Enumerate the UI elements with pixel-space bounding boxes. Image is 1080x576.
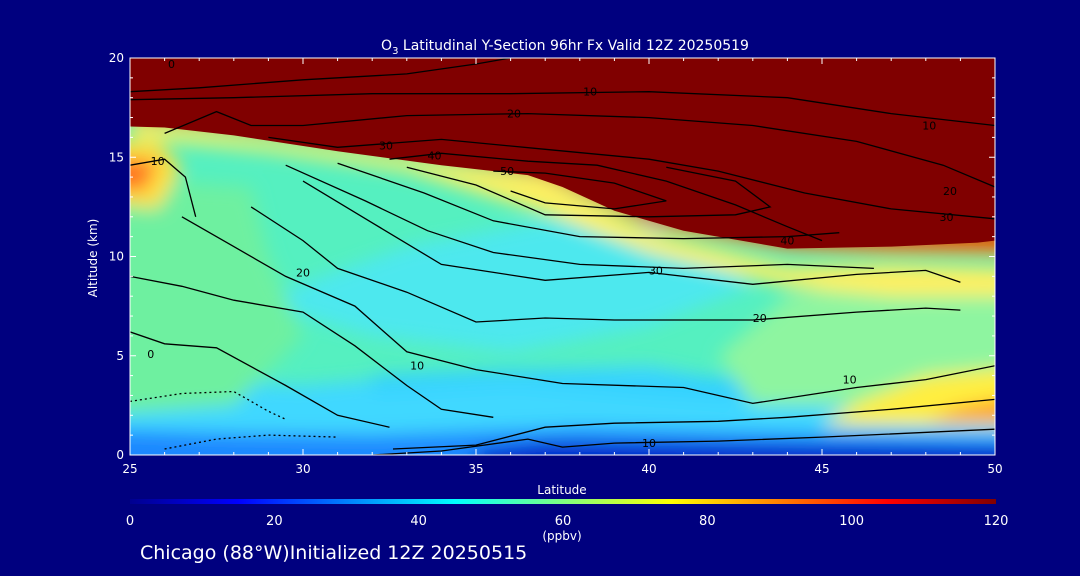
y-axis-label: Altitude (km) bbox=[86, 219, 100, 298]
contour-0-left bbox=[130, 275, 494, 418]
contour-label: 10 bbox=[642, 437, 656, 450]
contour-20-inner bbox=[285, 164, 874, 270]
contour-label: 30 bbox=[649, 264, 663, 277]
contour-label: 10 bbox=[843, 374, 857, 387]
colorbar-tick-label: 0 bbox=[126, 514, 134, 529]
contour-label: 10 bbox=[410, 360, 424, 373]
contour-40-inner bbox=[406, 166, 772, 218]
field-lowcenter-cyan bbox=[372, 369, 857, 404]
contour-label: 20 bbox=[943, 185, 957, 198]
field-left-yellow bbox=[130, 141, 182, 209]
x-tick-label: 45 bbox=[814, 462, 829, 476]
contour-10-low bbox=[392, 398, 995, 450]
field-orange-low-right bbox=[925, 401, 995, 422]
contour-label: 0 bbox=[168, 58, 175, 71]
y-tick-label: 5 bbox=[116, 349, 124, 363]
contour-label: 30 bbox=[940, 211, 954, 224]
colorbar-tick-label: 20 bbox=[266, 514, 283, 529]
field-stratospheric-ozone bbox=[130, 58, 995, 249]
contour-label: 10 bbox=[151, 155, 165, 168]
contour-label: 40 bbox=[780, 235, 794, 248]
contour-label: 20 bbox=[753, 312, 767, 325]
field-left-orange bbox=[130, 159, 158, 191]
contour-label: 10 bbox=[583, 86, 597, 99]
x-tick-label: 50 bbox=[987, 462, 1002, 476]
field-bottom-deepblue bbox=[476, 443, 995, 455]
contour-10-mid bbox=[181, 216, 995, 405]
contour-30-mid bbox=[302, 180, 961, 285]
field-yellow-band bbox=[130, 121, 995, 297]
ozone-contour-lines bbox=[130, 58, 995, 455]
contour-label: 30 bbox=[379, 139, 393, 152]
contour-dotted-surface bbox=[164, 434, 338, 450]
colorbar-tick-label: 60 bbox=[555, 514, 572, 529]
colorbar-tick-label: 100 bbox=[839, 514, 864, 529]
contour-10-left bbox=[130, 158, 197, 217]
contour-30-inner bbox=[337, 162, 840, 240]
contour-label: 20 bbox=[507, 108, 521, 121]
y-tick-label: 15 bbox=[109, 150, 124, 164]
x-axis-label: Latitude bbox=[537, 483, 586, 497]
contour-20-mid bbox=[250, 206, 961, 323]
field-mid-cyan bbox=[268, 220, 753, 352]
y-tick-label: 0 bbox=[116, 448, 124, 462]
colorbar-ticks: 0 20 40 60 80 100 120 bbox=[126, 514, 1009, 529]
footer-location-info: Chicago (88°W)Initialized 12Z 20250515 bbox=[140, 542, 528, 564]
contour-label: 10 bbox=[922, 119, 936, 132]
contour-label: 0 bbox=[147, 348, 154, 361]
colorbar-unit-label: (ppbv) bbox=[542, 529, 581, 543]
contour-30-top bbox=[268, 136, 995, 220]
x-tick-label: 35 bbox=[468, 462, 483, 476]
contour-20-top bbox=[164, 110, 995, 188]
axes: 25 30 35 40 45 50 0 5 10 15 20 bbox=[109, 51, 1003, 476]
contour-label: 20 bbox=[296, 266, 310, 279]
contour-dotted-lowleft bbox=[130, 390, 286, 420]
x-tick-label: 40 bbox=[641, 462, 656, 476]
contour-label: 50 bbox=[500, 165, 514, 178]
contour-0-mid bbox=[130, 331, 390, 428]
colorbar bbox=[130, 499, 996, 504]
contour-40-top bbox=[389, 152, 823, 242]
x-tick-label: 25 bbox=[122, 462, 137, 476]
chart-title: O3 Latitudinal Y-Section 96hr Fx Valid 1… bbox=[381, 38, 749, 57]
contour-bottom bbox=[372, 428, 995, 455]
plot-area: 0 10 20 10 30 40 50 10 20 30 40 30 20 20 0 10 10 10 bbox=[130, 58, 995, 455]
x-tick-label: 30 bbox=[295, 462, 310, 476]
colorbar-tick-label: 80 bbox=[699, 514, 716, 529]
colorbar-tick-label: 120 bbox=[984, 514, 1009, 529]
contour-labels: 0 10 20 10 30 40 50 10 20 30 40 30 20 20 0 10 10 10 bbox=[147, 58, 957, 450]
contour-0-top bbox=[130, 58, 511, 93]
contour-10-top bbox=[130, 91, 995, 127]
colorbar-tick-label: 40 bbox=[410, 514, 427, 529]
y-tick-label: 10 bbox=[109, 250, 124, 264]
contour-50 bbox=[493, 170, 667, 210]
contour-label: 40 bbox=[427, 149, 441, 162]
y-tick-label: 20 bbox=[109, 51, 124, 65]
